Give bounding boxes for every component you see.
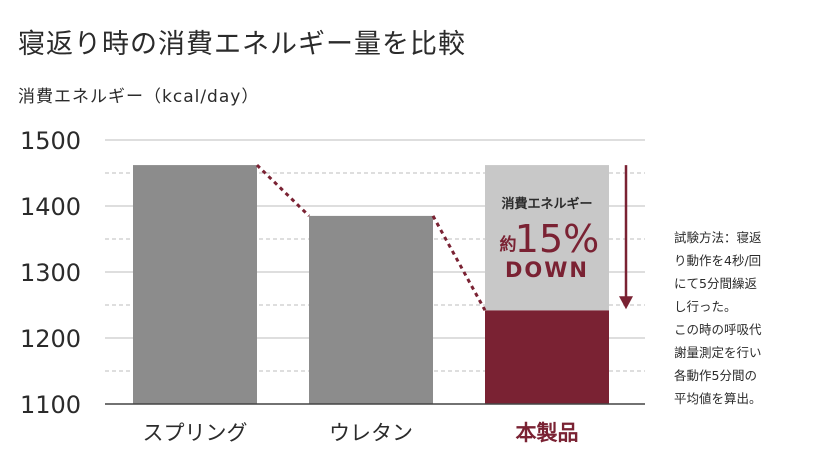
annotation-word: DOWN (505, 258, 589, 282)
annotation-prefix: 約 (500, 234, 517, 255)
note-line: 試験方法：寝返 (674, 230, 762, 245)
chart-title: 寝返り時の消費エネルギー量を比較 (18, 29, 466, 60)
x-tick-label: ウレタン (329, 421, 413, 445)
down-arrow-icon (619, 296, 633, 310)
bar (309, 215, 433, 404)
x-tick-label: スプリング (143, 421, 248, 445)
y-tick-label: 1300 (20, 259, 81, 287)
bar (133, 165, 257, 404)
annotation-label: 消費エネルギー (501, 196, 592, 212)
note-line: り動作を4秒/回 (674, 253, 762, 268)
note-line: この時の呼吸代 (674, 322, 762, 337)
y-tick-label: 1500 (20, 127, 81, 155)
note-line: 平均値を算出。 (674, 391, 762, 406)
reduction-box (485, 165, 609, 311)
note-line: し行った。 (674, 299, 737, 314)
test-method-note: 試験方法：寝返 り動作を4秒/回 にて5分間繰返 し行った。この時の呼吸代 謝量測定を行… (674, 226, 814, 410)
y-axis-label: 消費エネルギー（kcal/day） (18, 87, 260, 107)
trend-connector (431, 215, 487, 312)
y-tick-label: 1100 (20, 391, 81, 419)
bar (485, 310, 609, 404)
note-line: 謝量測定を行い (674, 345, 762, 360)
note-line: 各動作5分間の (674, 368, 757, 383)
y-tick-label: 1400 (20, 193, 81, 221)
annotation-percent: 15% (515, 217, 599, 261)
y-tick-label: 1200 (20, 325, 81, 353)
x-tick-label: 本製品 (516, 421, 579, 445)
note-line: にて5分間繰返 (674, 276, 757, 291)
